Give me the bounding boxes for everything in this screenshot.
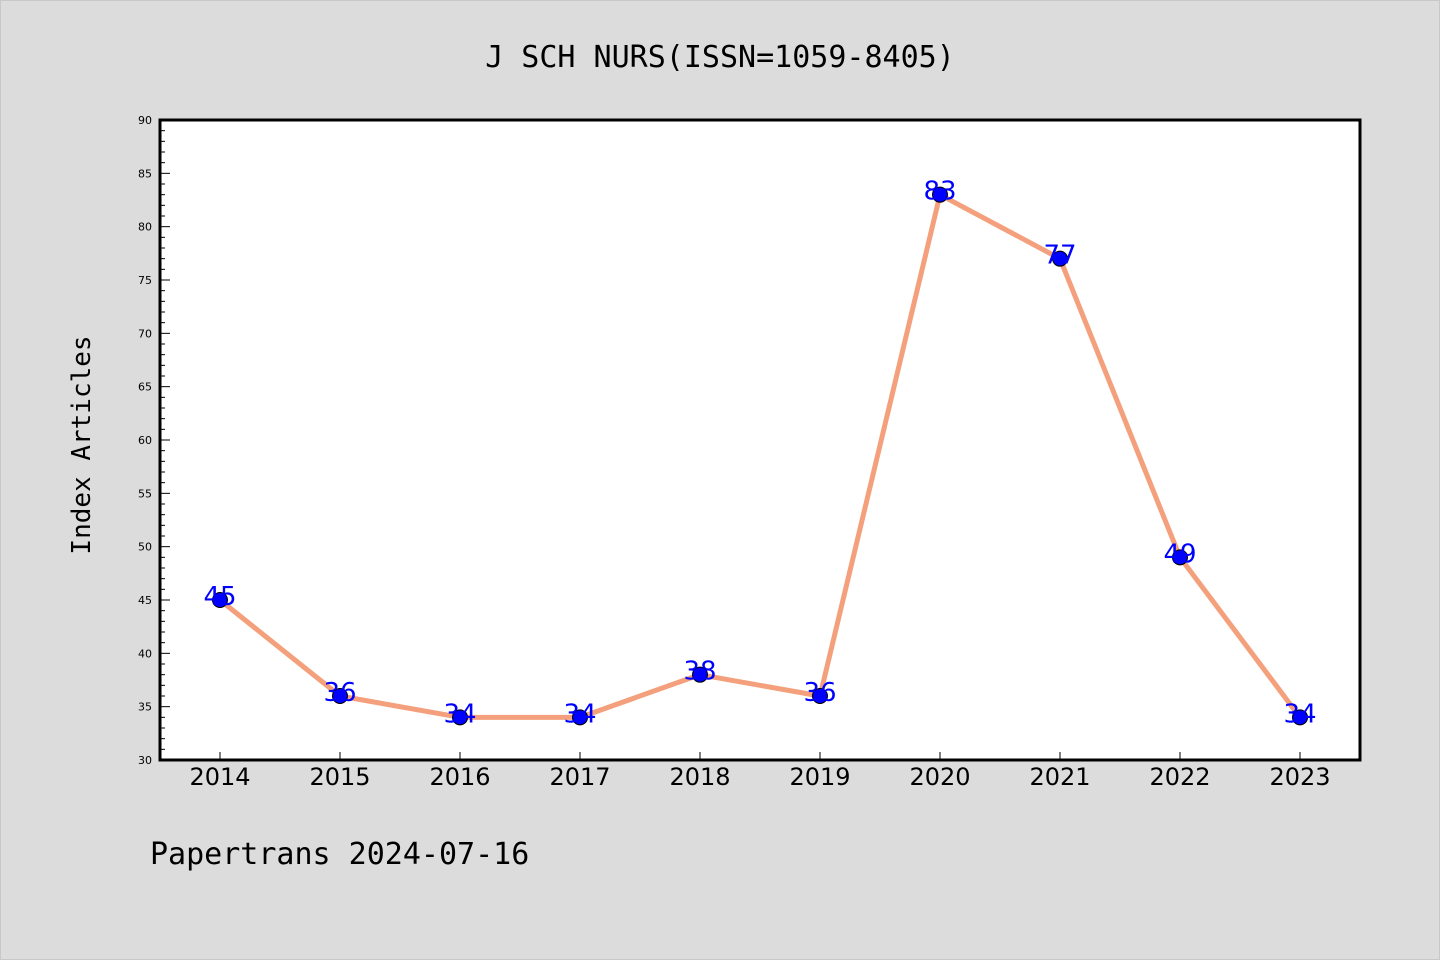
y-tick-label: 70 — [138, 327, 152, 340]
data-point-marker — [1292, 709, 1308, 726]
data-labels: 45 36 34 34 38 36 83 77 49 34 — [203, 177, 1316, 730]
x-tick-label: 2015 — [309, 763, 370, 791]
data-label: 77 — [1043, 241, 1076, 271]
data-label: 36 — [323, 678, 356, 708]
data-label: 34 — [443, 699, 476, 729]
data-point-marker — [812, 688, 828, 704]
x-tick-label: 2023 — [1269, 763, 1330, 791]
x-axis-ticks: 2014 2015 2016 2017 2018 2019 2020 2021 2022 2023 — [189, 752, 1331, 791]
footer-credit: Papertrans 2024-07-16 — [150, 837, 529, 872]
y-tick-label: 75 — [138, 274, 152, 287]
data-point-marker — [1052, 250, 1068, 267]
y-tick-label: 50 — [138, 541, 152, 554]
y-tick-label: 40 — [138, 647, 152, 660]
y-tick-label: 45 — [138, 594, 152, 607]
data-point-marker — [452, 709, 468, 726]
y-axis-label: Index Articles — [67, 335, 97, 554]
data-point-marker — [332, 688, 348, 704]
y-axis-ticks: 30 35 40 45 50 55 60 65 70 75 80 85 90 — [138, 114, 170, 767]
data-label: 83 — [923, 177, 956, 207]
data-label: 49 — [1163, 539, 1196, 569]
series-markers — [212, 186, 1308, 726]
y-tick-label: 30 — [138, 754, 152, 767]
data-point-marker — [692, 666, 708, 683]
y-tick-label: 85 — [138, 167, 152, 180]
data-point-marker — [212, 592, 228, 608]
data-label: 38 — [683, 657, 716, 687]
data-label: 45 — [203, 582, 236, 612]
data-label: 36 — [803, 678, 836, 708]
x-tick-label: 2014 — [189, 763, 250, 791]
x-tick-label: 2019 — [789, 763, 850, 791]
y-tick-label: 35 — [138, 701, 152, 714]
y-tick-label: 90 — [138, 114, 152, 127]
data-point-marker — [572, 709, 588, 726]
data-point-marker — [1172, 549, 1188, 566]
series-line-group — [217, 192, 1303, 720]
data-label: 34 — [1283, 699, 1316, 729]
y-tick-label: 80 — [138, 221, 152, 234]
data-label: 34 — [563, 699, 596, 729]
x-tick-label: 2018 — [669, 763, 730, 791]
y-tick-label: 60 — [138, 434, 152, 447]
x-tick-label: 2016 — [429, 763, 490, 791]
x-tick-label: 2022 — [1149, 763, 1210, 791]
y-tick-label: 55 — [138, 487, 152, 500]
x-tick-label: 2021 — [1029, 763, 1090, 791]
chart-title: J SCH NURS(ISSN=1059-8405) — [485, 40, 955, 75]
x-tick-label: 2017 — [549, 763, 610, 791]
x-tick-label: 2020 — [909, 763, 970, 791]
data-point-marker — [932, 186, 948, 203]
y-tick-label: 65 — [138, 381, 152, 394]
series-line — [217, 192, 1303, 720]
plot-area — [158, 118, 1362, 762]
